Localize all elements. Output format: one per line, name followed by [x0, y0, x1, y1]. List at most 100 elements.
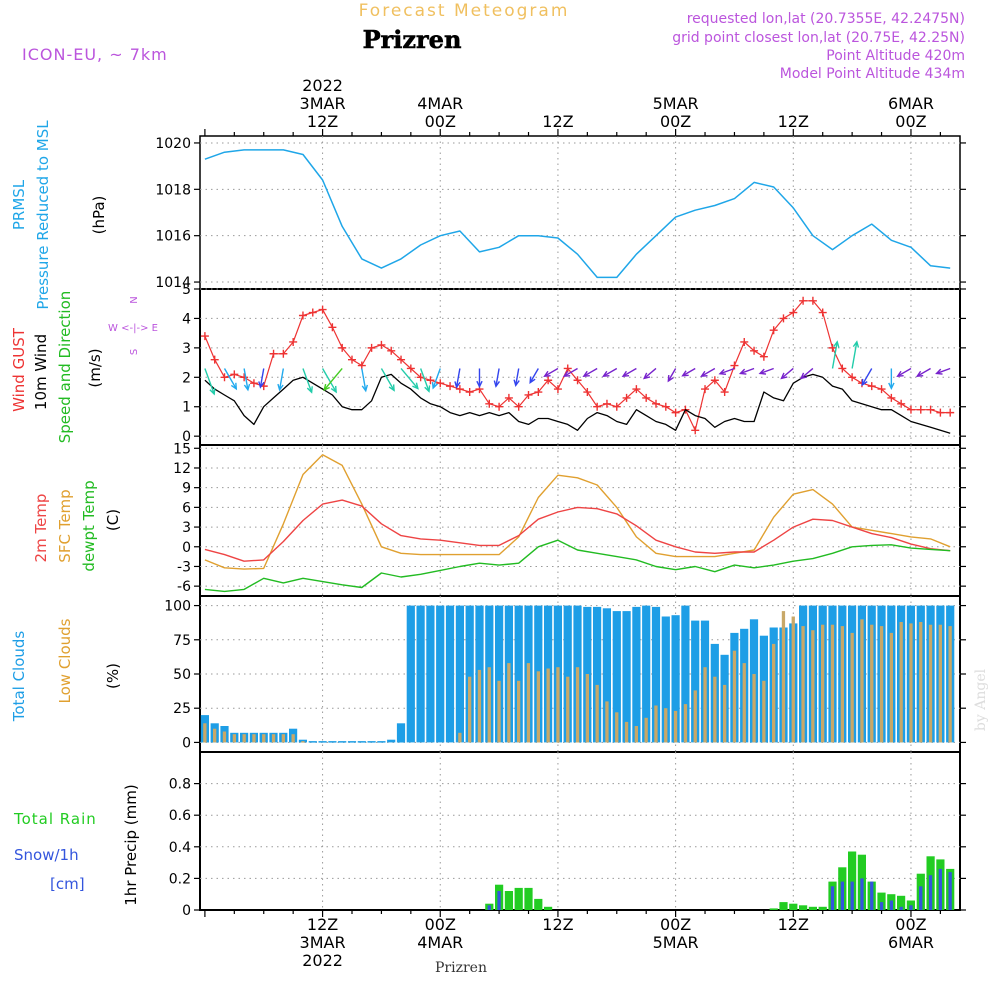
snow-bar — [879, 902, 884, 910]
total-clouds-label: Total Clouds — [10, 631, 28, 723]
wind-vector — [361, 368, 369, 393]
snow-bar — [948, 872, 952, 910]
wind-vector-head — [780, 372, 788, 380]
y-tick-label: 0 — [182, 429, 191, 445]
low-cloud-bar — [526, 663, 531, 743]
wind-vector-head — [700, 370, 708, 377]
wind-vector-shaft — [701, 367, 716, 377]
gust-point — [632, 385, 641, 394]
dewpt-temp-label: dewpt Temp — [80, 480, 98, 571]
low-cloud-bar — [575, 667, 580, 743]
wind-unit: (m/s) — [86, 348, 104, 387]
low-cloud-bar — [252, 734, 256, 743]
wind-vector-head — [209, 387, 216, 396]
total-cloud-bar — [495, 605, 504, 743]
low-cloud-bar — [801, 626, 805, 743]
wind-vector — [621, 367, 637, 377]
wind-vector-head — [431, 381, 438, 390]
y-tick-label: 1 — [182, 400, 191, 416]
top-time-label: 00Z — [660, 112, 691, 131]
wind-vector-head — [833, 340, 840, 348]
wind-vector — [431, 368, 441, 390]
wind-vector — [513, 368, 520, 387]
wind-vector-shaft — [495, 368, 500, 387]
gust-point — [367, 343, 376, 352]
gust-point — [642, 393, 651, 402]
low-cloud-bar — [821, 624, 825, 743]
low-cloud-bar — [222, 731, 227, 743]
low-cloud-bar — [879, 626, 884, 743]
gust-point — [534, 388, 543, 397]
wind-vector — [223, 368, 238, 391]
rain-bar — [769, 908, 778, 910]
y-tick-label: 1016 — [155, 229, 191, 245]
low-cloud-bar — [830, 624, 835, 743]
gust-point — [200, 332, 209, 341]
gust-point — [279, 349, 288, 358]
gust-point — [387, 346, 396, 355]
wind-vector — [667, 368, 677, 383]
panel-y-labels: PRMSL Pressure Reduced to MSL (hPa) Wind… — [10, 120, 158, 906]
y-tick-label: 0 — [182, 735, 191, 751]
snow-bar — [830, 886, 835, 910]
gust-point — [867, 382, 876, 391]
y-tick-label: 75 — [173, 633, 191, 649]
low-cloud-bar — [624, 721, 629, 743]
gust-point — [240, 373, 249, 382]
wind-speed-line — [204, 373, 951, 434]
wind-vector-shaft — [380, 368, 395, 391]
wind-vector-shaft — [583, 367, 598, 377]
wind-vector-shaft — [223, 368, 237, 390]
rain-bar — [818, 906, 827, 910]
low-cloud-bar — [487, 667, 491, 743]
temp2m-line — [204, 499, 951, 562]
wind-vector — [543, 367, 559, 377]
wind-vector — [277, 368, 285, 392]
y-tick-label: 100 — [164, 599, 191, 615]
wind-vector — [323, 368, 343, 392]
wind-vector-head — [915, 370, 924, 377]
total-cloud-bar — [406, 605, 415, 743]
rain-bar — [544, 906, 553, 910]
low-cloud-bar — [634, 726, 638, 743]
wind-vector — [529, 368, 539, 384]
wind-vector-head — [799, 372, 808, 380]
low-cloud-bar — [811, 630, 815, 743]
wind-vector-shaft — [321, 368, 337, 393]
wind-vector — [493, 368, 501, 388]
total-cloud-bar — [465, 605, 474, 743]
location-title: Prizren — [363, 25, 462, 54]
y-tick-label: 50 — [173, 667, 191, 683]
gust-point — [426, 376, 435, 385]
wind-vector-shaft — [419, 368, 430, 392]
gust-label: Wind GUST — [10, 327, 28, 412]
gust-point — [779, 314, 788, 323]
total-cloud-bar — [671, 615, 680, 743]
pressure-panel-frame — [199, 135, 961, 290]
wind-vector-head — [602, 370, 610, 377]
gust-point — [338, 343, 347, 352]
wind-vector-head — [896, 370, 904, 377]
low-cloud-bar — [948, 626, 952, 743]
wind-vector-head — [935, 368, 943, 375]
low-cloud-bar — [732, 650, 737, 743]
total-cloud-bar — [593, 606, 602, 743]
low-cloud-bar — [556, 667, 560, 743]
wind-vector-shaft — [897, 367, 912, 377]
rain-bar — [514, 887, 523, 910]
wind-vector-shaft — [643, 367, 657, 379]
y-tick-label: 12 — [173, 461, 191, 477]
snow-bar — [497, 891, 501, 910]
gust-point — [553, 385, 562, 394]
wind-vector-head — [758, 368, 767, 375]
wind-vector — [758, 367, 774, 375]
wind-vector-head — [718, 368, 727, 376]
gust-point — [298, 311, 307, 320]
wind-vector — [243, 368, 251, 392]
snow-bar — [928, 875, 933, 910]
wind-vector — [738, 367, 755, 375]
snow-bar — [840, 881, 844, 910]
compass-east-west: W <-|-> E — [108, 323, 158, 334]
gust-point — [652, 399, 660, 408]
bottom-time-label: 12Z — [307, 915, 338, 934]
